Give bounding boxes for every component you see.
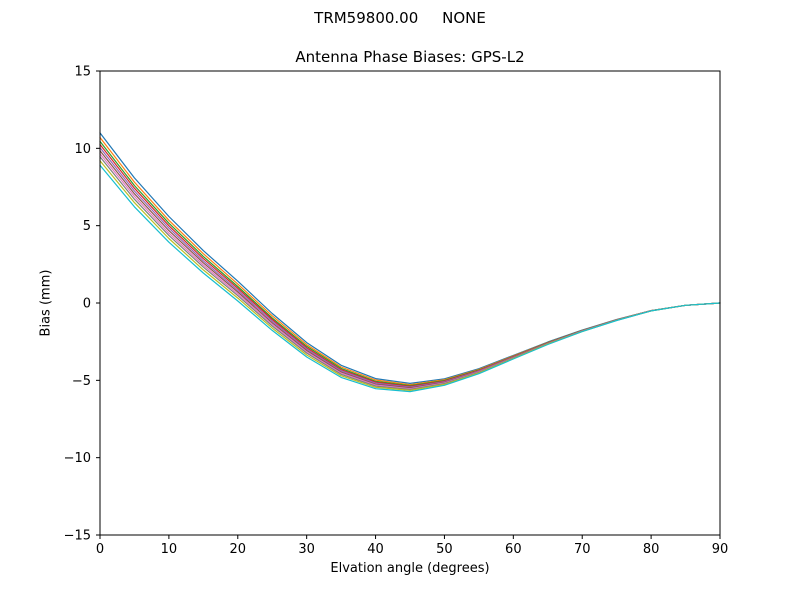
y-tick-label: 5 [83,219,91,234]
series-line-antenna-8 [99,156,721,391]
x-tick-label: 70 [574,542,591,557]
series-line-antenna-5 [99,147,721,388]
series-line-antenna-4 [99,143,721,387]
figure-suptitle: TRM59800.00 NONE [314,9,486,27]
y-tick-label: 15 [74,65,91,80]
y-axis-label: Bias (mm) [38,269,54,337]
series-line-antenna-10 [99,164,721,393]
x-tick-label: 20 [230,542,247,557]
y-tick-label: 10 [74,142,91,157]
x-tick-label: 80 [643,542,660,557]
series-line-antenna-9 [99,160,721,391]
series-line-antenna-7 [99,153,721,390]
y-tick-label: 0 [83,297,91,312]
axes-title: Antenna Phase Biases: GPS-L2 [295,48,525,66]
x-tick-label: 90 [712,542,729,557]
x-tick-label: 40 [367,542,384,557]
y-tick-label: −5 [72,374,91,389]
x-tick-label: 10 [161,542,178,557]
x-axis-label: Elvation angle (degrees) [330,561,490,576]
x-tick-label: 60 [505,542,522,557]
y-tick-label: −15 [64,529,91,544]
x-tick-label: 0 [96,542,104,557]
series-line-antenna-6 [99,150,721,389]
axes-frame [99,70,721,536]
x-tick-label: 50 [436,542,453,557]
x-tick-label: 30 [298,542,315,557]
y-tick-label: −10 [64,451,91,466]
